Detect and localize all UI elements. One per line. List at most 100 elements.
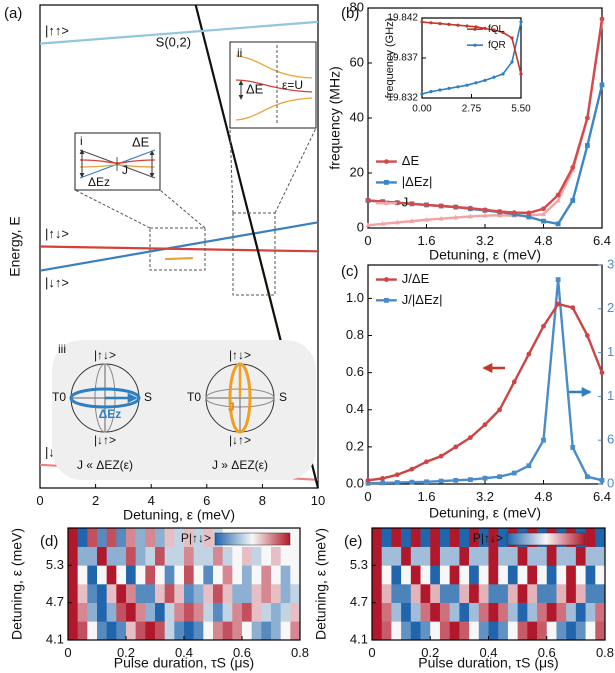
bloch-sphere: |↑↓> |↓↑> T0 S ΔEz J « ΔEZ(ε) — [52, 348, 152, 472]
x-tick-label: 10 — [311, 493, 325, 508]
y-axis-label: Energy, E — [7, 216, 23, 276]
data-point — [501, 72, 505, 76]
heatmap-cell — [242, 621, 252, 641]
panel-label: (a) — [4, 5, 22, 22]
data-point — [438, 88, 442, 92]
data-point — [584, 333, 590, 338]
data-point — [497, 407, 503, 413]
data-point — [420, 20, 424, 24]
heatmap-cell — [488, 528, 499, 547]
panel-c-arrows — [482, 363, 592, 397]
data-point — [482, 422, 488, 428]
heatmap-cell — [507, 602, 518, 622]
heatmap-cell — [174, 602, 185, 622]
heatmap-cell — [222, 584, 233, 603]
heatmap-cell — [271, 584, 281, 603]
data-point — [453, 477, 459, 483]
heatmap-cell — [575, 602, 586, 622]
data-point — [526, 463, 532, 469]
heatmap-cell — [575, 546, 586, 566]
data-point — [541, 211, 546, 217]
heatmap-cell — [556, 565, 567, 585]
y-tick-label: 19.842 — [387, 13, 418, 24]
heatmap-cell — [184, 565, 194, 585]
data-point — [599, 477, 605, 483]
panel-label: (e) — [344, 533, 362, 550]
y-tick-label: 5.3 — [350, 557, 368, 572]
y2-tick-label: 30 — [607, 256, 615, 271]
legend-label: J/ΔE — [402, 271, 430, 286]
heatmap-cell — [469, 565, 480, 585]
data-point — [526, 351, 532, 357]
data-point — [555, 277, 561, 282]
heatmap-cell — [97, 528, 107, 547]
heatmap-cell — [203, 546, 214, 566]
heatmap-cell — [585, 546, 596, 566]
data-point — [394, 219, 400, 225]
heatmap-cell — [164, 546, 175, 566]
data-point — [511, 210, 517, 216]
data-point — [429, 21, 433, 25]
data-point — [541, 206, 546, 212]
heatmap-cell — [193, 528, 204, 547]
zoom-line — [274, 127, 317, 214]
heatmap-cell — [469, 584, 480, 603]
data-point — [384, 180, 389, 185]
heatmap-cell — [106, 528, 117, 547]
heatmap-cell — [420, 565, 431, 585]
heatmap-cell — [439, 584, 450, 603]
heatmap-cell — [488, 565, 499, 585]
heatmap-cell — [372, 621, 383, 641]
heatmap-cell — [193, 565, 204, 585]
annotation: |↓↑> — [94, 433, 116, 447]
heatmap-cell — [135, 546, 146, 566]
inset-curve — [79, 149, 156, 179]
heatmap-cell — [251, 565, 262, 585]
heatmap-cell — [556, 621, 567, 641]
heatmap-cell — [439, 528, 450, 547]
data-point — [584, 143, 590, 148]
heatmap-cell — [290, 621, 301, 641]
heatmap-cell — [488, 602, 499, 622]
panel-a-insets: i ΔE J ΔEz ii ΔE ε=U iii |↑↓> |↓↑> T0 S … — [52, 41, 317, 480]
x-tick-label: 0 — [364, 489, 371, 504]
y2-tick-label: 6 — [607, 432, 614, 447]
y2-tick-label: 24 — [607, 300, 615, 315]
x-tick-label: 6.4 — [593, 233, 611, 248]
data-point — [541, 218, 546, 224]
inset-box — [52, 340, 316, 480]
heatmap-cell — [174, 528, 185, 547]
heatmap-cell — [193, 584, 204, 603]
data-point — [511, 379, 517, 385]
heatmap-cell — [401, 546, 412, 566]
heatmap-cell — [478, 528, 489, 547]
heatmap-cell — [595, 528, 606, 547]
zoom-box — [232, 212, 276, 296]
series-line — [39, 221, 319, 272]
data-point — [483, 78, 487, 82]
heatmap-cell — [77, 565, 88, 585]
annotation: J « ΔEZ(ε) — [77, 458, 133, 472]
heatmap-cell — [517, 565, 528, 585]
x-tick-label: 0.6 — [233, 645, 251, 660]
y-tick-label: 19.832 — [387, 93, 418, 104]
legend-label: fQR — [488, 40, 506, 51]
data-point — [497, 212, 503, 218]
y-tick-label: 80 — [350, 0, 364, 14]
heatmap-cell — [430, 621, 441, 641]
heatmap-cell — [193, 602, 204, 622]
heatmap-cell — [566, 602, 577, 622]
data-point — [429, 90, 433, 94]
heatmap-cell — [242, 602, 252, 622]
heatmap-cell — [595, 621, 606, 641]
x-tick-label: 3.2 — [476, 489, 494, 504]
heatmap-cell — [68, 621, 78, 641]
heatmap-cell — [585, 584, 596, 603]
heatmap-cell — [469, 546, 480, 566]
data-point — [453, 214, 459, 220]
data-point — [492, 75, 496, 79]
heatmap-cell — [203, 565, 214, 585]
annotation: |↓↑> — [229, 433, 251, 447]
heatmap-cell — [498, 621, 509, 641]
heatmap-cell — [410, 546, 421, 566]
